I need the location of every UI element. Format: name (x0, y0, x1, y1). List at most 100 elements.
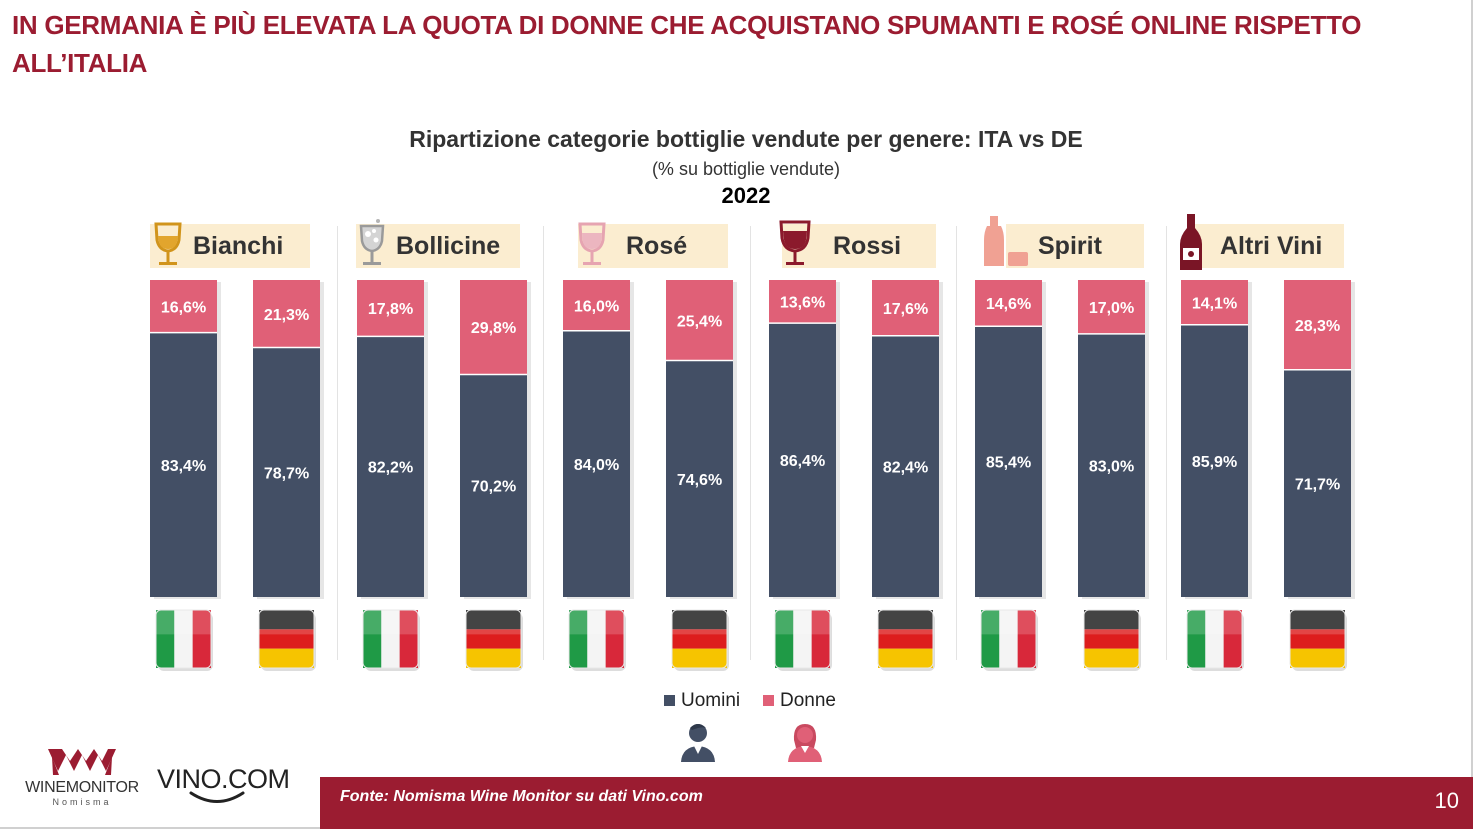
italy-flag-icon (1187, 610, 1206, 668)
data-label-uomini: 82,4% (883, 459, 928, 476)
data-label-donne: 16,6% (161, 299, 206, 316)
legend-swatch-uomini (664, 695, 675, 706)
bar-segment-uomini (1078, 333, 1145, 597)
bar-segment-uomini (253, 347, 320, 597)
data-label-uomini: 74,6% (677, 472, 722, 489)
germany-flag-icon (466, 610, 521, 630)
germany-flag-icon (1290, 648, 1345, 668)
italy-flag-icon (1017, 610, 1036, 668)
data-label-donne: 17,6% (883, 301, 928, 318)
vino-smile-icon (189, 791, 245, 803)
bar-segment-uomini (666, 360, 733, 597)
bar-segment-uomini (460, 374, 527, 597)
group-separator (750, 226, 751, 660)
italy-flag-icon (999, 610, 1018, 668)
data-label-donne: 25,4% (677, 313, 722, 330)
germany-flag-icon (259, 610, 314, 630)
data-label-uomini: 83,4% (161, 458, 206, 475)
data-label-uomini: 86,4% (780, 453, 825, 470)
winemonitor-subtitle: Nomisma (52, 797, 112, 807)
flag-gloss (363, 610, 418, 635)
wine-bottle-icon (1180, 214, 1202, 270)
category-label-rossi: Rossi (833, 232, 902, 260)
data-label-uomini: 71,7% (1295, 476, 1340, 493)
germany-flag-icon (878, 648, 933, 668)
italy-flag-icon (793, 610, 812, 668)
germany-flag-icon (466, 629, 521, 649)
vino-logo: VINO.COM (157, 764, 290, 794)
italy-flag-icon (156, 610, 175, 668)
data-label-uomini: 78,7% (264, 465, 309, 482)
red-wine-glass-icon (779, 220, 811, 265)
germany-flag-icon (672, 648, 727, 668)
woman-icon (788, 724, 822, 762)
flag-border (774, 609, 831, 669)
flag-gloss (981, 610, 1036, 635)
data-label-donne: 29,8% (471, 320, 516, 337)
germany-flag-icon (1084, 648, 1139, 668)
bar-segment-uomini (563, 330, 630, 597)
bar-segment-uomini (150, 332, 217, 597)
germany-flag-icon (259, 648, 314, 668)
category-label-bianchi: Bianchi (193, 232, 284, 260)
bar-segment-uomini (357, 336, 424, 597)
legend-swatch-donne (763, 695, 774, 706)
data-label-uomini: 70,2% (471, 479, 516, 496)
flag-border (155, 609, 212, 669)
category-label-bollicine: Bollicine (396, 232, 501, 260)
italy-flag-icon (399, 610, 418, 668)
bar-segment-donne (563, 280, 630, 331)
slide-title: IN GERMANIA È PIÙ ELEVATA LA QUOTA DI DO… (12, 10, 1362, 78)
man-icon (681, 724, 715, 762)
data-label-donne: 17,8% (368, 301, 413, 318)
italy-flag-icon (192, 610, 211, 668)
group-separator (956, 226, 957, 660)
bar-segment-uomini (1181, 324, 1248, 597)
bar-segment-uomini (769, 323, 836, 597)
germany-flag-icon (672, 629, 727, 649)
bar-segment-donne (1284, 280, 1351, 370)
italy-flag-icon (811, 610, 830, 668)
flag-gloss (775, 610, 830, 635)
italy-flag-icon (587, 610, 606, 668)
bar-segment-donne (460, 280, 527, 375)
footer-source: Fonte: Nomisma Wine Monitor su dati Vino… (340, 788, 703, 805)
germany-flag-icon (878, 610, 933, 630)
bar-segment-donne (253, 280, 320, 348)
germany-flag-icon (672, 610, 727, 630)
category-header-bg (1192, 224, 1344, 268)
germany-flag-icon (1290, 610, 1345, 630)
flag-border (362, 609, 419, 669)
group-separator (1166, 226, 1167, 660)
italy-flag-icon (605, 610, 624, 668)
flag-border (568, 609, 625, 669)
winemonitor-wordmark: WINEMONITOR (25, 779, 139, 796)
flag-border (1083, 609, 1140, 669)
data-label-donne: 21,3% (264, 307, 309, 324)
germany-flag-icon (1084, 629, 1139, 649)
flag-border (465, 609, 522, 669)
flag-gloss (878, 610, 933, 635)
italy-flag-icon (1205, 610, 1224, 668)
flag-gloss (672, 610, 727, 635)
data-label-donne: 16,0% (574, 298, 619, 315)
legend-item-donne: Donne (763, 690, 836, 716)
data-label-donne: 14,1% (1192, 295, 1237, 312)
data-label-uomini: 83,0% (1089, 458, 1134, 475)
rose-glass-icon (578, 222, 606, 265)
bar-segment-donne (872, 280, 939, 336)
germany-flag-icon (466, 648, 521, 668)
flag-border (1289, 609, 1346, 669)
bar-segment-donne (357, 280, 424, 337)
footer-bar (320, 777, 1473, 829)
wine-glass-icon (154, 222, 182, 265)
flag-border (258, 609, 315, 669)
category-header-bg (1006, 224, 1144, 268)
italy-flag-icon (174, 610, 193, 668)
flag-gloss (1290, 610, 1345, 635)
italy-flag-icon (775, 610, 794, 668)
chart-title: Ripartizione categorie bottiglie vendute… (409, 126, 1083, 152)
category-label-rose: Rosé (626, 232, 688, 260)
flag-gloss (466, 610, 521, 635)
